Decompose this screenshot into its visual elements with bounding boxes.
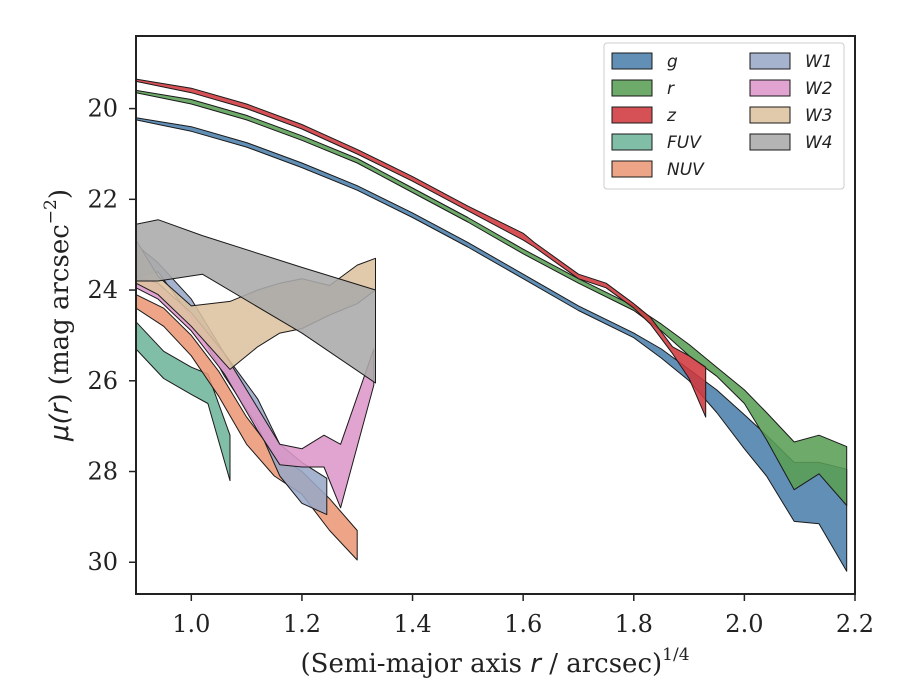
plot-frame <box>135 35 856 595</box>
legend-label-nuv: NUV <box>667 160 705 180</box>
legend-swatch-w3 <box>749 106 791 124</box>
y-tick-label: 24 <box>87 276 118 304</box>
band-g <box>136 117 848 572</box>
x-axis: 1.0 1.2 1.4 1.6 1.8 2.0 2.2 <box>172 594 874 638</box>
legend-label-z: z <box>666 106 677 126</box>
x-tick-label: 1.4 <box>393 610 431 638</box>
band-fuv <box>136 321 231 482</box>
y-tick-label: 26 <box>87 367 118 395</box>
legend-swatch-fuv <box>611 133 653 151</box>
y-tick-label: 30 <box>87 548 118 576</box>
band-w2 <box>136 275 375 509</box>
legend-swatch-r <box>611 79 653 97</box>
legend-swatch-nuv <box>611 160 653 178</box>
legend-swatch-w2 <box>749 79 791 97</box>
legend-swatch-w4 <box>749 133 791 151</box>
y-axis: 20 22 24 26 28 30 <box>87 95 136 576</box>
x-tick-label: 1.0 <box>172 610 210 638</box>
y-tick-label: 28 <box>87 458 118 486</box>
series-bands <box>136 78 848 572</box>
x-tick-label: 1.6 <box>504 610 542 638</box>
y-axis-label: μ(r) (mag arcsec−2) <box>41 189 75 442</box>
legend: grz FUV NUV W1 W2 W3 W4 <box>603 42 845 190</box>
x-tick-label: 1.2 <box>283 610 321 638</box>
y-tick-label: 20 <box>87 95 118 123</box>
legend-label-w3: W3 <box>805 106 833 126</box>
legend-swatch-w1 <box>749 52 791 70</box>
legend-label-g: g <box>667 52 678 72</box>
legend-label-fuv: FUV <box>667 133 702 153</box>
x-tick-label: 2.2 <box>836 610 874 638</box>
x-tick-label: 1.8 <box>615 610 653 638</box>
band-w4 <box>136 219 376 384</box>
legend-label-w1: W1 <box>805 52 833 72</box>
legend-label-w4: W4 <box>805 133 833 153</box>
x-tick-label: 2.0 <box>725 610 763 638</box>
legend-label-r: r <box>667 79 675 99</box>
legend-swatch-g <box>611 52 653 70</box>
x-axis-label: (Semi-major axis r / arcsec)1/4 <box>300 645 689 679</box>
band-r <box>136 89 848 506</box>
legend-label-w2: W2 <box>805 79 833 99</box>
legend-swatch-z <box>611 106 653 124</box>
y-tick-label: 22 <box>87 185 118 213</box>
band-z <box>136 78 707 418</box>
